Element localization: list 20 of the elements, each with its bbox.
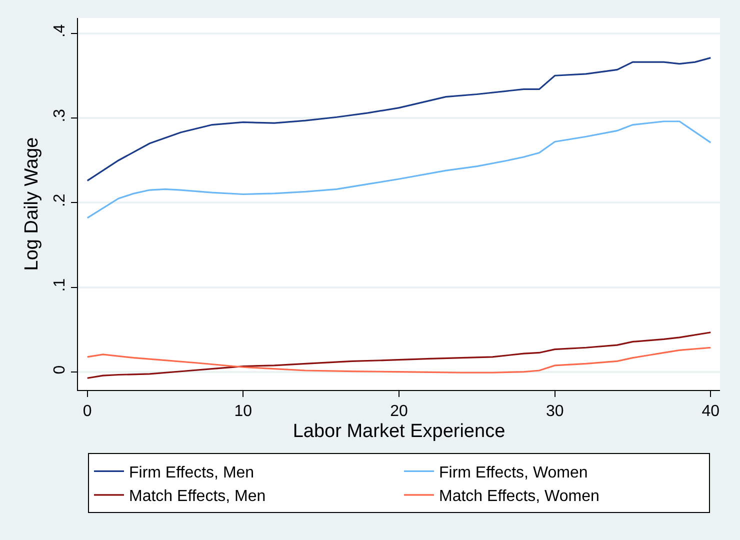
- y-tick-label: 0: [52, 365, 69, 374]
- x-tick-label: 0: [82, 403, 92, 420]
- y-tick-label: .3: [52, 108, 69, 122]
- y-tick-label: .1: [52, 278, 69, 292]
- y-tick-label: .2: [52, 194, 69, 207]
- legend-label: Match Effects, Men: [129, 488, 266, 506]
- line-series: [86, 120, 712, 219]
- legend-label: Firm Effects, Men: [129, 464, 254, 482]
- line-series: [86, 57, 712, 182]
- line-series: [86, 346, 712, 374]
- legend-label: Firm Effects, Women: [439, 464, 588, 482]
- legend-label: Match Effects, Women: [439, 488, 600, 506]
- line-series: [86, 332, 712, 379]
- y-tick-label: .4: [52, 24, 69, 38]
- y-axis-title: Log Daily Wage: [21, 137, 42, 271]
- x-tick-label: 30: [546, 403, 564, 420]
- x-tick-label: 40: [702, 403, 720, 420]
- x-axis-title: Labor Market Experience: [292, 421, 506, 442]
- x-tick-label: 10: [234, 403, 252, 420]
- x-tick-label: 20: [390, 403, 408, 420]
